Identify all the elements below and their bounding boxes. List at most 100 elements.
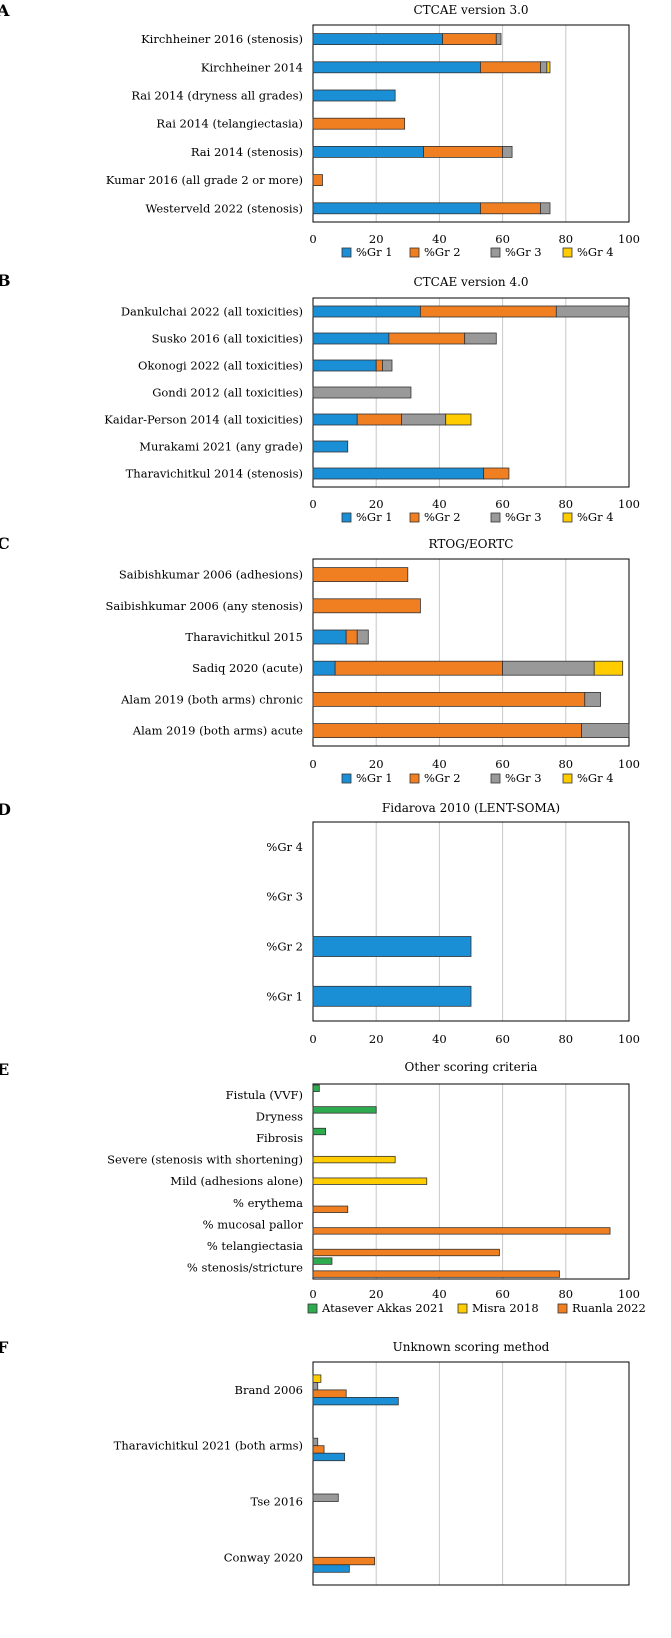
bar-segment: [312, 598, 421, 614]
panel-letter: B: [0, 271, 11, 290]
panel-letter: C: [0, 534, 10, 553]
tick-label: 100: [618, 1287, 640, 1301]
bar-segment: [312, 467, 485, 480]
category-label: Tharavichitkul 2014 (stenosis): [126, 467, 303, 481]
bar: [312, 1177, 428, 1185]
bar: [312, 936, 472, 957]
category-label: Tharavichitkul 2021 (both arms): [114, 1439, 303, 1453]
chart-title: Fidarova 2010 (LENT-SOMA): [382, 801, 560, 815]
tick-label: 40: [432, 1032, 447, 1046]
bar: [312, 1127, 327, 1136]
bar: [312, 1493, 339, 1502]
bar-segment: [334, 660, 503, 676]
tick-label: 80: [558, 232, 573, 246]
category-label: %Gr 3: [266, 890, 303, 904]
category-label: Fistula (VVF): [226, 1088, 303, 1102]
bar-segment: [445, 413, 472, 426]
category-label: %Gr 4: [266, 840, 303, 854]
category-label: % mucosal pallor: [203, 1217, 304, 1231]
legend-label: Atasever Akkas 2021: [321, 1301, 445, 1315]
tick-label: 20: [369, 232, 384, 246]
bar-segment: [483, 467, 510, 480]
legend-label: Ruanla 2022: [572, 1301, 646, 1315]
category-label: %Gr 2: [266, 940, 303, 954]
chart-title: Other scoring criteria: [405, 1060, 538, 1074]
legend-label: %Gr 1: [356, 510, 393, 524]
category-label: Mild (adhesions alone): [170, 1174, 303, 1188]
legend-label: Misra 2018: [472, 1301, 539, 1315]
tick-label: 80: [558, 497, 573, 511]
bar: [312, 1445, 325, 1454]
legend-swatch: [409, 773, 420, 784]
bar-segment: [401, 413, 447, 426]
tick-label: 100: [618, 757, 640, 771]
category-label: Alam 2019 (both arms) acute: [132, 724, 303, 738]
legend-swatch: [409, 512, 420, 523]
bar: [312, 1452, 346, 1462]
bar-segment: [388, 332, 466, 345]
category-label: %Gr 1: [266, 989, 303, 1003]
tick-label: 80: [558, 1032, 573, 1046]
panel-c: C RTOG/EORTC 0 20 40 60 80 100 Saibishkumar 2006…: [0, 534, 640, 785]
category-label: % telangiectasia: [207, 1239, 303, 1253]
tick-label: 0: [309, 232, 316, 246]
tick-label: 0: [309, 1032, 316, 1046]
legend-label: %Gr 1: [356, 245, 393, 259]
legend-label: %Gr 3: [505, 510, 542, 524]
legend-swatch: [557, 1303, 568, 1314]
category-label: Rai 2014 (dryness all grades): [131, 89, 303, 103]
bar: [312, 1564, 350, 1573]
panel-e: E Other scoring criteria 0 20 40 60 80 100 Fistu…: [0, 1060, 646, 1315]
legend-swatch: [341, 512, 352, 523]
bar-segment: [312, 359, 377, 372]
panel-letter: D: [0, 800, 11, 819]
bar: [312, 1205, 349, 1213]
bar-segment: [312, 723, 583, 738]
legend-swatch: [409, 247, 420, 258]
tick-label: 80: [558, 757, 573, 771]
bar-segment: [312, 33, 443, 45]
legend-swatch: [341, 773, 352, 784]
category-label: Kirchheiner 2014: [201, 60, 303, 74]
category-label: Saibishkumar 2006 (any stenosis): [106, 599, 304, 613]
tick-label: 100: [618, 1032, 640, 1046]
chart-title: CTCAE version 4.0: [413, 275, 528, 289]
bar: [312, 1374, 322, 1383]
chart-title: CTCAE version 3.0: [413, 3, 528, 17]
tick-label: 60: [495, 497, 510, 511]
legend-label: %Gr 1: [356, 771, 393, 785]
tick-label: 20: [369, 757, 384, 771]
bar-segment: [312, 332, 390, 345]
bar-segment: [356, 629, 369, 645]
bar-segment: [593, 660, 624, 676]
bar-segment: [345, 629, 358, 645]
category-label: % stenosis/stricture: [187, 1261, 303, 1275]
bar-segment: [312, 692, 586, 707]
category-label: Murakami 2021 (any grade): [139, 440, 303, 454]
bar-segment: [312, 117, 406, 130]
bar-segment: [442, 33, 497, 45]
category-label: Alam 2019 (both arms) chronic: [120, 692, 303, 706]
category-label: Susko 2016 (all toxicities): [152, 332, 303, 346]
bar: [312, 985, 472, 1007]
category-label: Conway 2020: [224, 1550, 303, 1564]
tick-label: 60: [495, 757, 510, 771]
tick-label: 60: [495, 232, 510, 246]
tick-label: 60: [495, 1032, 510, 1046]
legend-label: %Gr 2: [424, 245, 461, 259]
category-label: Gondi 2012 (all toxicities): [152, 386, 303, 400]
category-label: Rai 2014 (stenosis): [191, 145, 303, 159]
bar-segment: [312, 174, 323, 187]
bar: [312, 1437, 319, 1447]
legend-swatch: [562, 247, 573, 258]
legend-label: %Gr 3: [505, 771, 542, 785]
legend-swatch: [307, 1303, 318, 1314]
category-label: Rai 2014 (telangiectasia): [156, 117, 303, 131]
tick-label: 20: [369, 497, 384, 511]
bar: [312, 1227, 611, 1235]
panel-letter: F: [0, 1338, 9, 1357]
bar: [312, 1084, 320, 1092]
bar: [312, 1270, 560, 1278]
category-label: Brand 2006: [235, 1383, 304, 1397]
